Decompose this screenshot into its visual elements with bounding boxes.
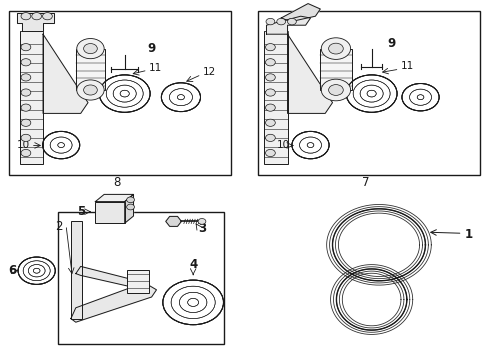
Bar [71, 221, 81, 319]
Text: 10: 10 [276, 140, 289, 150]
Circle shape [265, 18, 274, 25]
Circle shape [126, 204, 134, 210]
Polygon shape [95, 194, 133, 202]
Bar [76, 49, 105, 90]
Circle shape [83, 44, 97, 54]
Circle shape [276, 18, 285, 25]
Circle shape [77, 39, 104, 59]
Polygon shape [124, 194, 133, 223]
Bar [95, 202, 124, 223]
Text: 9: 9 [147, 42, 155, 55]
Circle shape [265, 134, 275, 141]
Circle shape [21, 104, 31, 111]
Circle shape [77, 80, 104, 100]
Circle shape [163, 280, 223, 325]
Bar [257, 11, 479, 175]
Circle shape [321, 79, 350, 101]
Text: 12: 12 [203, 67, 216, 77]
Circle shape [321, 38, 350, 59]
Polygon shape [71, 283, 156, 322]
Polygon shape [281, 4, 320, 22]
Circle shape [265, 44, 275, 51]
Text: 11: 11 [400, 60, 413, 71]
Text: 11: 11 [149, 63, 162, 73]
Polygon shape [43, 34, 88, 113]
Circle shape [21, 149, 31, 157]
Circle shape [401, 84, 438, 111]
Circle shape [126, 197, 134, 203]
Bar [20, 31, 43, 164]
Circle shape [346, 75, 396, 112]
Circle shape [287, 18, 296, 25]
Circle shape [42, 131, 80, 159]
Circle shape [265, 149, 275, 157]
Circle shape [32, 13, 41, 20]
Polygon shape [76, 266, 144, 290]
Text: 7: 7 [361, 176, 369, 189]
Text: 6: 6 [8, 264, 16, 277]
Circle shape [21, 59, 31, 66]
Circle shape [265, 119, 275, 126]
Text: 9: 9 [386, 37, 394, 50]
Bar [58, 212, 224, 344]
Circle shape [265, 74, 275, 81]
Text: 4: 4 [189, 258, 197, 271]
Bar [320, 49, 351, 90]
Circle shape [21, 89, 31, 96]
Text: 2: 2 [55, 220, 62, 233]
Circle shape [21, 74, 31, 81]
Circle shape [328, 85, 343, 95]
Circle shape [265, 104, 275, 111]
Polygon shape [287, 34, 332, 113]
Circle shape [83, 85, 97, 95]
Circle shape [42, 13, 52, 20]
Text: 5: 5 [77, 205, 85, 218]
Polygon shape [165, 216, 181, 226]
Circle shape [21, 134, 31, 141]
Text: 10: 10 [17, 140, 30, 150]
Circle shape [18, 257, 55, 284]
Circle shape [21, 44, 31, 51]
Circle shape [198, 219, 205, 224]
Circle shape [265, 59, 275, 66]
Text: 1: 1 [464, 228, 471, 241]
Text: 8: 8 [113, 176, 121, 189]
Bar [9, 11, 231, 175]
Circle shape [99, 75, 150, 112]
Polygon shape [266, 16, 310, 34]
Bar [127, 270, 149, 293]
Circle shape [291, 131, 328, 159]
Circle shape [21, 119, 31, 126]
Bar [264, 31, 287, 164]
Circle shape [161, 83, 200, 112]
Polygon shape [17, 13, 54, 31]
Circle shape [265, 89, 275, 96]
Circle shape [21, 13, 31, 20]
Text: 3: 3 [198, 222, 206, 235]
Circle shape [328, 43, 343, 54]
